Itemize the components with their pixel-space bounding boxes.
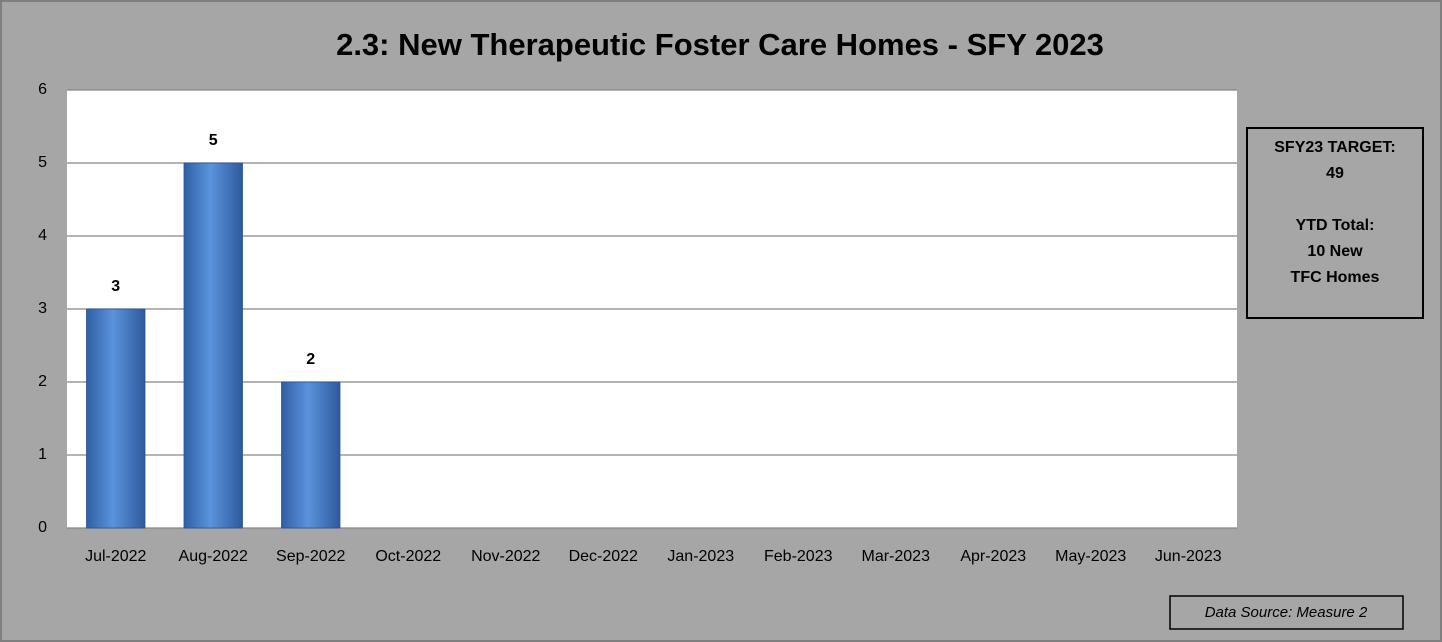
source-box (1169, 595, 1404, 630)
bar (281, 381, 341, 529)
x-tick-label: Feb-2023 (764, 548, 833, 565)
y-tick-label: 4 (38, 227, 47, 244)
y-tick-label: 3 (38, 300, 47, 317)
annotation-box (1246, 127, 1424, 319)
x-tick-label: Aug-2022 (179, 548, 248, 565)
x-tick-label: Jan-2023 (667, 548, 734, 565)
y-tick-label: 2 (38, 373, 47, 390)
chart-title: 2.3: New Therapeutic Foster Care Homes -… (336, 27, 1104, 62)
data-label: 5 (209, 132, 218, 149)
y-tick-label: 5 (38, 154, 47, 171)
x-tick-label: Sep-2022 (276, 548, 345, 565)
data-label: 2 (306, 351, 315, 368)
x-tick-label: Mar-2023 (862, 548, 931, 565)
data-label: 3 (111, 278, 120, 295)
annotation-line: 49 (1326, 165, 1344, 182)
annotation-line: 10 New (1307, 243, 1363, 260)
x-tick-label: Jul-2022 (85, 548, 146, 565)
x-tick-label: Apr-2023 (960, 548, 1026, 565)
y-tick-label: 0 (38, 519, 47, 536)
annotation-line: TFC Homes (1291, 269, 1380, 286)
x-tick-label: May-2023 (1055, 548, 1126, 565)
y-tick-label: 1 (38, 446, 47, 463)
bar (183, 162, 243, 529)
x-tick-label: Dec-2022 (569, 548, 638, 565)
source: Data Source: Measure 2 (1205, 604, 1368, 621)
bar (86, 308, 146, 529)
y-tick-label: 6 (38, 81, 47, 98)
annotation-line: SFY23 TARGET: (1274, 139, 1396, 156)
x-tick-label: Nov-2022 (471, 548, 540, 565)
annotation-line: YTD Total: (1296, 217, 1375, 234)
x-tick-label: Jun-2023 (1155, 548, 1222, 565)
x-tick-label: Oct-2022 (375, 548, 441, 565)
